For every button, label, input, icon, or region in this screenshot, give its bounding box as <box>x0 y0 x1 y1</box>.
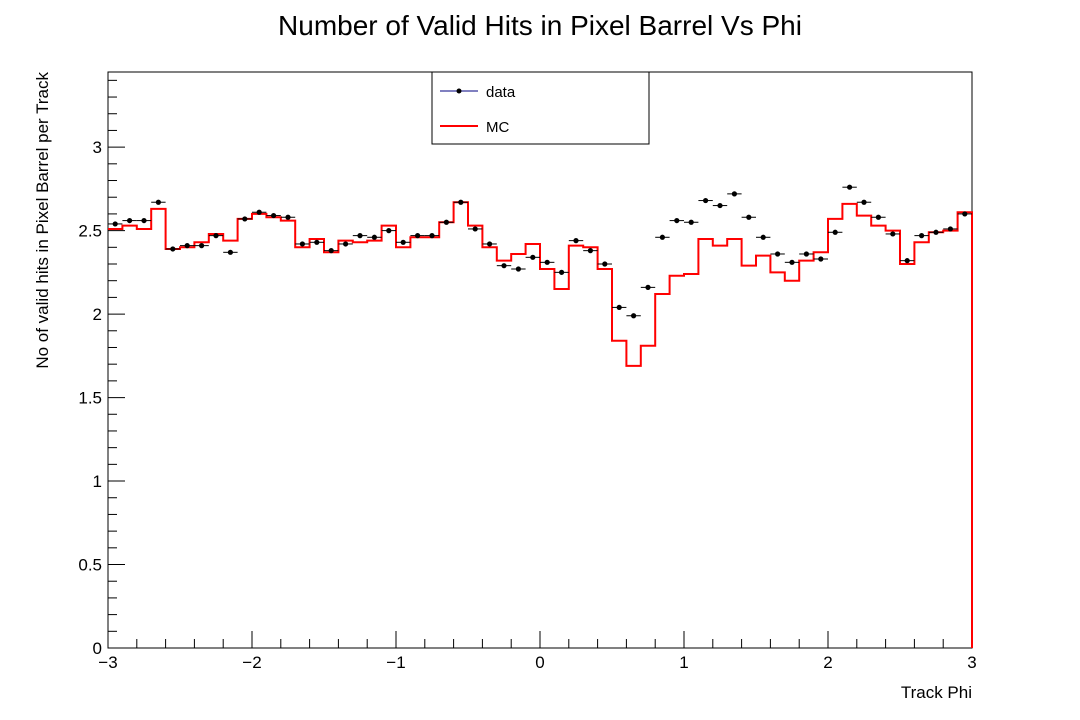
data-point <box>299 241 305 247</box>
chart-title: Number of Valid Hits in Pixel Barrel Vs … <box>278 10 802 41</box>
data-point <box>760 234 766 240</box>
legend-data-label: data <box>486 84 516 101</box>
data-point <box>112 221 118 227</box>
x-axis-title: Track Phi <box>901 683 972 702</box>
data-point <box>904 258 910 264</box>
y-tick-label: 1.5 <box>78 389 102 408</box>
data-point <box>659 234 666 240</box>
data-point <box>789 259 795 265</box>
data-point <box>472 226 478 232</box>
x-tick-label: −2 <box>242 653 261 672</box>
data-point <box>847 184 853 190</box>
data-point <box>688 219 694 225</box>
data-point <box>832 229 838 235</box>
data-series <box>108 184 972 319</box>
data-point <box>386 228 392 234</box>
x-tick-label: −3 <box>98 653 117 672</box>
data-point <box>631 313 637 319</box>
x-axis-ticks: −3 −2 −1 0 1 2 3 <box>98 631 977 672</box>
data-point <box>415 233 421 239</box>
y-tick-label: 3 <box>93 138 102 157</box>
data-point <box>530 254 536 260</box>
data-point <box>515 266 522 272</box>
data-point <box>343 241 349 247</box>
mc-series <box>108 201 973 648</box>
y-axis-title: No of valid hits in Pixel Barrel per Tra… <box>33 72 52 369</box>
data-point <box>775 251 781 257</box>
data-point <box>717 202 723 209</box>
data-point <box>559 269 565 275</box>
mc-step-line <box>108 201 973 648</box>
data-point <box>746 214 752 220</box>
data-point <box>127 217 133 224</box>
data-point <box>933 229 939 235</box>
data-point <box>602 261 608 267</box>
data-point <box>357 233 363 239</box>
data-point <box>501 263 507 269</box>
x-tick-label: 1 <box>679 653 688 672</box>
data-point <box>616 304 622 311</box>
data-point <box>962 211 968 217</box>
y-tick-label: 1 <box>93 472 102 491</box>
data-point <box>155 199 161 205</box>
data-point <box>429 233 435 239</box>
data-point <box>184 243 190 249</box>
data-point <box>400 239 406 245</box>
data-point <box>170 246 176 252</box>
data-point <box>861 199 867 205</box>
x-tick-label: 2 <box>823 653 832 672</box>
data-point <box>875 214 882 220</box>
x-tick-label: 0 <box>535 653 544 672</box>
data-point <box>328 248 334 254</box>
y-tick-label: 0.5 <box>78 556 102 575</box>
data-point <box>587 248 594 254</box>
data-point <box>199 243 205 249</box>
y-axis-ticks: 0 0.5 1 1.5 2 2.5 3 <box>78 79 125 658</box>
data-point <box>271 212 277 219</box>
data-point <box>674 217 680 224</box>
data-point <box>458 199 464 205</box>
x-tick-label: 3 <box>967 653 976 672</box>
data-point <box>947 226 954 232</box>
y-tick-label: 0 <box>93 639 102 658</box>
y-tick-label: 2.5 <box>78 222 102 241</box>
data-point <box>731 191 738 197</box>
data-point <box>919 233 925 239</box>
data-point <box>803 251 810 257</box>
data-point <box>645 284 651 290</box>
data-point <box>227 249 233 255</box>
legend-data-marker <box>456 88 462 94</box>
data-point <box>544 259 550 265</box>
x-tick-label: −1 <box>386 653 405 672</box>
legend: data MC <box>431 71 650 145</box>
data-point <box>487 241 493 247</box>
data-point <box>256 209 262 215</box>
data-point <box>213 233 219 239</box>
legend-box <box>431 71 650 145</box>
data-point <box>242 216 248 222</box>
y-tick-label: 2 <box>93 305 102 324</box>
data-point <box>890 231 896 237</box>
data-point <box>573 238 579 244</box>
data-point <box>314 239 320 245</box>
data-point <box>443 219 449 225</box>
data-point <box>141 217 147 224</box>
legend-mc-label: MC <box>486 119 509 136</box>
data-point <box>371 234 377 240</box>
data-point <box>285 214 291 220</box>
data-point <box>703 197 709 204</box>
data-point <box>818 256 824 262</box>
